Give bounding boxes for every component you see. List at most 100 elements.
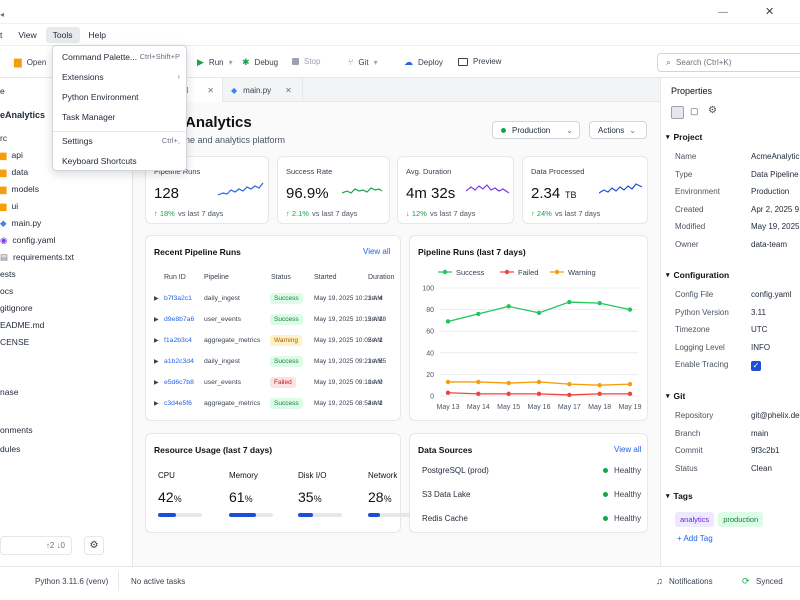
table-row[interactable]: ▶ b7f3a2c1 daily_ingest Success May 19, …	[154, 293, 383, 304]
menu-item[interactable]: Command Palette... Ctrl+Shift+P	[62, 52, 180, 62]
run-id-link[interactable]: b7f3a2c1	[164, 295, 192, 302]
project-name[interactable]: eAnalytics	[0, 110, 46, 120]
tag-chip[interactable]: production	[718, 512, 764, 527]
data-point	[597, 300, 602, 306]
section-project[interactable]: ▾ Project	[666, 132, 703, 142]
kpi-delta-text: vs last 7 days	[430, 209, 476, 218]
sidebar-section-database[interactable]: nase	[0, 387, 19, 397]
section-tags[interactable]: ▾ Tags	[666, 491, 693, 501]
prop-value: 9f3c2b1	[751, 446, 780, 455]
menu-item[interactable]: Task Manager	[62, 112, 116, 122]
tree-item-models[interactable]: ▆ models	[0, 183, 39, 195]
table-row[interactable]: ▶ f1a2b3c4 aggregate_metrics Warning May…	[154, 335, 383, 346]
tree-item-config-yaml[interactable]: ◉ config.yaml	[0, 234, 56, 246]
actions-button[interactable]: Actions ⌄	[589, 121, 647, 139]
stop-button[interactable]: Stop	[292, 57, 320, 66]
tab-main-py[interactable]: ◆ main.py ✕	[223, 78, 303, 102]
kpi-label: Data Processed	[531, 167, 585, 176]
table-row[interactable]: ▶ d9e8b7a6 user_events Success May 19, 2…	[154, 314, 387, 325]
x-tick-label: May 19	[619, 404, 642, 411]
tree-item-docs[interactable]: ocs	[0, 286, 14, 296]
view-all-link[interactable]: View all	[614, 445, 642, 454]
menu-view[interactable]: View	[18, 29, 37, 40]
minimize-icon[interactable]: —	[718, 7, 728, 18]
tree-item-src[interactable]: rc	[0, 133, 8, 143]
page-title: Analytics	[185, 114, 252, 131]
tag-chip[interactable]: analytics	[675, 512, 715, 527]
section-git[interactable]: ▾ Git	[666, 391, 686, 401]
preview-button[interactable]: Preview	[458, 57, 501, 66]
settings-gear-icon[interactable]: ⚙	[84, 536, 104, 555]
yaml-file-icon: ◉	[0, 234, 8, 245]
debug-button[interactable]: ✱ Debug	[242, 57, 279, 67]
search-input[interactable]: ⌕ Search (Ctrl+K)	[657, 53, 800, 72]
menu-tools[interactable]: Tools	[45, 26, 80, 43]
data-source-name[interactable]: PostgreSQL (prod)	[422, 466, 489, 475]
cloud-icon: ☁	[404, 57, 413, 67]
table-row[interactable]: ▶ e5d6c7b8 user_events Failed May 19, 20…	[154, 377, 383, 388]
environment-select[interactable]: Production ⌄	[492, 121, 580, 139]
tree-item-gitignore[interactable]: gitignore	[0, 303, 33, 313]
tree-item-data[interactable]: ▆ data	[0, 166, 29, 178]
menu-item[interactable]: Python Environment	[62, 92, 139, 102]
close-tab-icon[interactable]: ✕	[207, 85, 214, 95]
run-id-link[interactable]: a1b2c3d4	[164, 358, 194, 365]
sidebar-section-modules[interactable]: dules	[0, 444, 21, 454]
close-tab-icon[interactable]: ✕	[285, 85, 292, 95]
tree-item-license[interactable]: CENSE	[0, 337, 30, 347]
close-window-icon[interactable]: ✕	[765, 6, 775, 18]
data-source-name[interactable]: Redis Cache	[422, 514, 468, 523]
add-tag-link[interactable]: + Add Tag	[677, 534, 713, 543]
kpi-unit: TB	[565, 190, 577, 200]
data-point	[567, 299, 572, 305]
resource-label: CPU	[158, 471, 175, 480]
sync-status[interactable]: Synced	[756, 577, 783, 586]
data-point	[627, 307, 633, 312]
sparkline	[342, 187, 382, 194]
sidebar-section-environments[interactable]: onments	[0, 425, 33, 435]
enable-tracing-checkbox[interactable]: ✓	[751, 361, 761, 371]
settings-icon[interactable]: ⚙	[708, 105, 717, 116]
y-tick-label: 100	[422, 286, 434, 293]
properties-panel: Properties ▢ ⚙ ▾ Project Name AcmeAnalytic T…	[660, 78, 800, 566]
open-button[interactable]: ▆ Open	[14, 57, 47, 68]
run-id-link[interactable]: d9e8b7a6	[164, 316, 195, 323]
data-point	[536, 310, 542, 316]
back-icon[interactable]: ◂	[0, 10, 5, 19]
resource-progress-bar	[298, 513, 342, 517]
git-button[interactable]: ⑂ Git ▾	[348, 57, 378, 67]
menu-item[interactable]: Extensions ›	[62, 72, 180, 82]
data-point	[506, 380, 511, 386]
tree-item-api[interactable]: ▆ api	[0, 149, 23, 161]
section-config[interactable]: ▾ Configuration	[666, 270, 730, 280]
run-id-link[interactable]: e5d6c7b8	[164, 379, 194, 386]
tree-item-ui[interactable]: ▆ ui	[0, 200, 19, 212]
table-header: Run ID Pipeline Status Started Duration	[164, 274, 395, 281]
tree-item-tests[interactable]: ests	[0, 269, 16, 279]
menu-help[interactable]: Help	[88, 29, 106, 40]
kpi-label: Success Rate	[286, 167, 333, 176]
table-row[interactable]: ▶ a1b2c3d4 daily_ingest Success May 19, …	[154, 356, 387, 367]
menu-file[interactable]: t	[0, 29, 3, 40]
comment-icon[interactable]: ▢	[690, 106, 699, 116]
chart-title: Pipeline Runs (last 7 days)	[418, 247, 526, 257]
run-id-link[interactable]: f1a2b3c4	[164, 337, 192, 344]
menu-item[interactable]: Keyboard Shortcuts	[62, 156, 137, 166]
tree-item-main-py[interactable]: ◆ main.py	[0, 217, 42, 229]
deploy-button[interactable]: ☁ Deploy	[404, 57, 443, 67]
properties-view-icon[interactable]	[671, 106, 684, 119]
legend-marker	[554, 269, 560, 275]
run-button[interactable]: ▶ Run ▾	[197, 57, 233, 67]
python-version-status[interactable]: Python 3.11.6 (venv)	[35, 577, 109, 586]
data-source-name[interactable]: S3 Data Lake	[422, 490, 471, 499]
git-sync-counter[interactable]: ↑2 ↓0	[0, 536, 72, 555]
tree-item-readme[interactable]: EADME.md	[0, 320, 45, 330]
tree-item-requirements[interactable]: ▤ requirements.txt	[0, 251, 74, 263]
notifications-button[interactable]: Notifications	[669, 577, 713, 586]
run-id-link[interactable]: c3d4e5f6	[164, 400, 192, 407]
table-row[interactable]: ▶ c3d4e5f6 aggregate_metrics Success May…	[154, 398, 383, 409]
tab-bar: rd ✕ ◆ main.py ✕	[133, 78, 660, 102]
view-all-link[interactable]: View all	[363, 247, 391, 256]
menu-item[interactable]: Settings Ctrl+,	[62, 136, 180, 146]
stop-icon	[292, 58, 299, 65]
